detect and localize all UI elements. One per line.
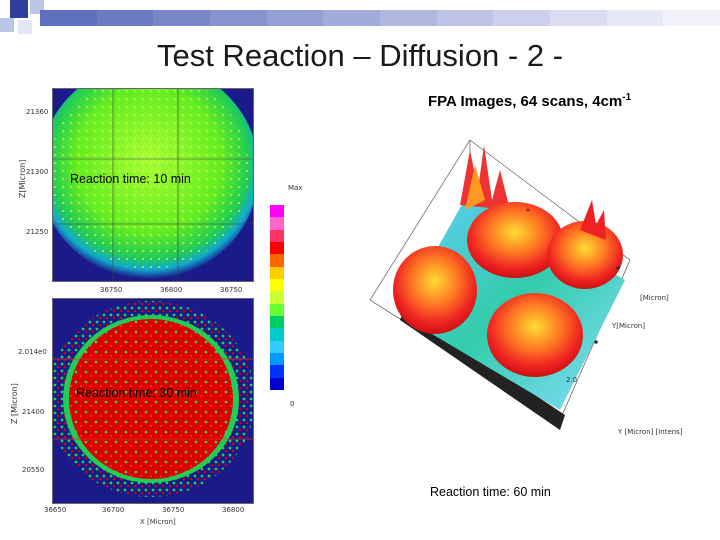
colorbar-swatch	[270, 217, 284, 230]
colorbar-swatch	[270, 229, 284, 242]
slide-title: Test Reaction – Diffusion - 2 -	[156, 38, 564, 73]
fpa-image-10min-graphic	[53, 89, 253, 281]
colorbar-swatch	[270, 328, 284, 341]
colorbar	[270, 205, 284, 390]
colorbar-swatch	[270, 278, 284, 292]
colorbar-swatch	[270, 291, 284, 304]
top-y-tick-1: 21360	[26, 108, 49, 116]
top-x-tick-2: 36800	[160, 286, 183, 294]
caption-10min: Reaction time: 10 min	[70, 172, 191, 186]
top-x-tick-3: 36750	[220, 286, 243, 294]
colorbar-swatch	[270, 352, 284, 366]
colorbar-swatch	[270, 241, 284, 255]
fpa-image-10min	[52, 88, 254, 282]
subtitle-text: FPA Images, 64 scans, 4cm	[428, 93, 623, 110]
bottom-x-tick-1: 36650	[44, 506, 67, 514]
plot3d-label-y: Y[Micron]	[612, 322, 646, 330]
caption-60min: Reaction time: 60 min	[430, 485, 551, 499]
fpa-image-30min-graphic	[53, 299, 253, 503]
colorbar-swatch	[270, 303, 284, 316]
header-gradient-bar	[40, 10, 720, 26]
bottom-y-tick-3: 20550	[22, 466, 45, 474]
top-y-axis-label: Z[Micron]	[18, 159, 27, 198]
caption-30min: Reaction time: 30 min	[76, 386, 197, 400]
colorbar-swatch	[270, 377, 284, 390]
colorbar-swatch	[270, 340, 284, 353]
colorbar-min-label: 0	[290, 400, 295, 408]
colorbar-swatch	[270, 254, 284, 267]
colorbar-max-label: Max	[288, 184, 303, 192]
top-y-tick-3: 21250	[26, 228, 49, 236]
colorbar-swatch	[270, 315, 284, 329]
colorbar-swatch	[270, 365, 284, 378]
bottom-x-tick-3: 36750	[162, 506, 185, 514]
fpa-3d-surface-plot	[360, 130, 660, 450]
bottom-x-tick-2: 36700	[102, 506, 125, 514]
top-y-tick-2: 21300	[26, 168, 49, 176]
fpa-3d-surface-graphic	[369, 139, 631, 430]
top-x-tick-1: 36750	[100, 286, 123, 294]
fpa-image-30min	[52, 298, 254, 504]
plot3d-label-value: 2.0	[566, 376, 578, 384]
colorbar-swatch	[270, 266, 284, 279]
subtitle-superscript: -1	[622, 92, 632, 103]
colorbar-swatch	[270, 205, 284, 218]
bottom-x-axis-label: X [Micron]	[140, 518, 176, 526]
bottom-x-tick-4: 36800	[222, 506, 245, 514]
bottom-y-axis-label: Z [Micron]	[10, 383, 19, 424]
slide-subtitle: FPA Images, 64 scans, 4cm-1	[428, 92, 631, 110]
plot3d-label-intens: Y [Micron] [Intens]	[618, 428, 683, 436]
plot3d-label-micron: [Micron]	[640, 294, 669, 302]
bottom-y-tick-1: 2.014e0	[18, 348, 47, 356]
bottom-y-tick-2: 21400	[22, 408, 45, 416]
